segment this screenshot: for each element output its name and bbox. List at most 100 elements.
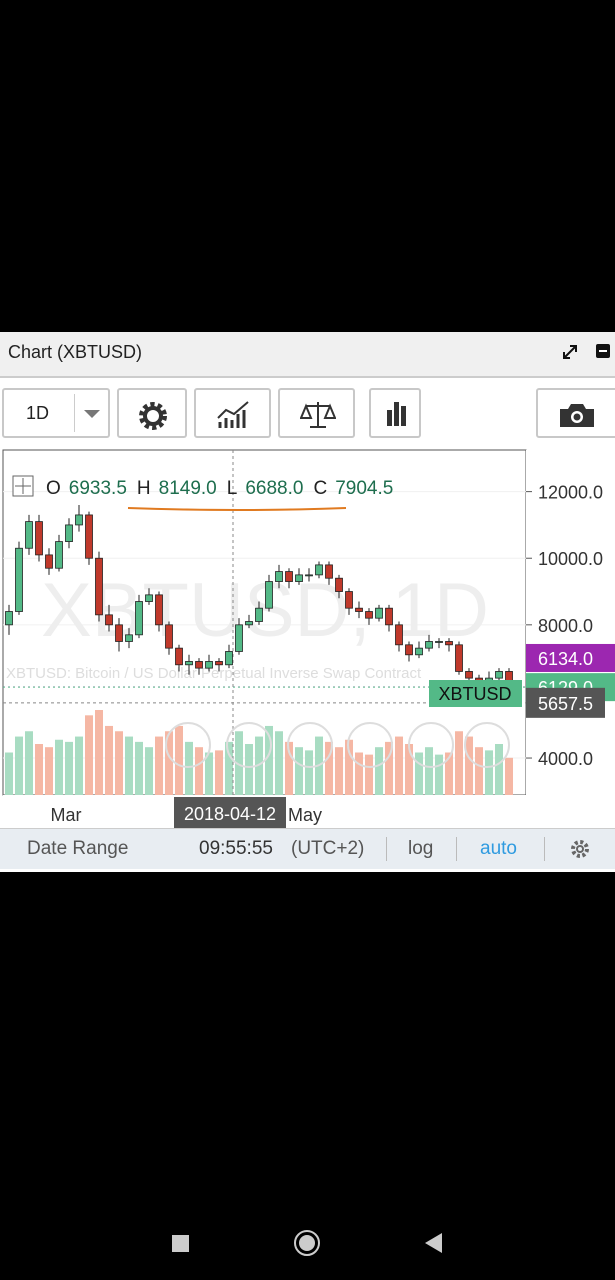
volume-bar — [415, 752, 423, 795]
compare-button[interactable] — [278, 388, 355, 438]
candle-body — [215, 661, 223, 666]
bars-icon — [387, 402, 406, 426]
date-range[interactable]: Date Range — [27, 838, 129, 859]
candle-body — [55, 541, 63, 569]
volume-bar — [155, 736, 163, 795]
scale-icon — [300, 402, 336, 428]
volume-bar — [5, 752, 13, 795]
candle-body — [425, 641, 433, 649]
candle-body — [315, 564, 323, 576]
candle-body — [25, 521, 33, 549]
x-tick-label: Mar — [51, 805, 82, 825]
candle-body — [155, 594, 163, 626]
candle-body — [455, 644, 463, 672]
candle-body — [65, 524, 73, 542]
chart-type-button[interactable] — [369, 388, 421, 438]
candle-body — [415, 647, 423, 656]
candle-body — [205, 661, 213, 669]
volume-bar — [165, 731, 173, 795]
title: Chart (XBTUSD) — [8, 342, 143, 362]
legend-key: C — [313, 478, 327, 499]
candle-body — [45, 554, 53, 569]
volume-bar — [95, 710, 103, 795]
price-label: 6134.0 — [538, 649, 593, 669]
candle-body — [165, 624, 173, 649]
indicator-icon — [217, 401, 249, 428]
price-label-box — [526, 643, 615, 672]
indicators-button[interactable] — [194, 388, 271, 438]
home-button[interactable] — [294, 1230, 320, 1256]
volume-bar — [45, 747, 53, 795]
zoom-controls[interactable] — [165, 722, 510, 768]
candle-body — [125, 634, 133, 642]
candle-body — [185, 661, 193, 666]
volume-bar — [255, 736, 263, 795]
volume-bar — [485, 750, 493, 795]
volume-bar — [115, 731, 123, 795]
header: Chart (XBTUSD) — [0, 332, 615, 378]
legend-key: O — [46, 478, 61, 499]
settings-icon[interactable] — [569, 838, 591, 860]
candle-body — [135, 601, 143, 636]
volume-bar — [275, 731, 283, 795]
volume-bar — [15, 736, 23, 795]
volume-bar — [475, 747, 483, 795]
candle-body — [195, 661, 203, 669]
volume-bar — [405, 744, 413, 795]
legend-value: 6933.5 — [69, 478, 127, 499]
candle-body — [235, 624, 243, 652]
candle-body — [15, 547, 23, 612]
watermark: XBTUSD, 1D — [41, 568, 489, 653]
candle-body — [395, 624, 403, 646]
legend-key: H — [137, 478, 151, 499]
candle-body — [255, 607, 263, 622]
bottom-bar: Date Range 09:55:55 (UTC+2) log auto — [0, 828, 615, 869]
crosshair-date: 2018-04-12 — [184, 804, 276, 824]
volume-bar — [385, 741, 393, 795]
legend-value: 6688.0 — [245, 478, 303, 499]
volume-bar — [135, 741, 143, 795]
time-axis — [3, 795, 615, 828]
ohlc-legend: O 6933.5 H 8149.0 L 6688.0 C 7904.5 — [46, 478, 393, 499]
volume-bar — [345, 739, 353, 795]
volume-bar — [205, 752, 213, 795]
candle-body — [105, 614, 113, 626]
volume-bar — [265, 725, 273, 795]
volume-bar — [195, 747, 203, 795]
recents-button[interactable] — [172, 1235, 189, 1252]
volume-bar — [235, 731, 243, 795]
volume-bar — [295, 747, 303, 795]
volume-bar — [245, 744, 253, 795]
candle-body — [495, 671, 503, 679]
clock: 09:55:55 — [199, 838, 273, 859]
watermark-subtitle: XBTUSD: Bitcoin / US Dollar Perpetual In… — [6, 665, 422, 682]
interval: 1D — [26, 403, 50, 423]
window-icons[interactable] — [560, 340, 610, 364]
volume-bar — [445, 752, 453, 795]
candle-body — [115, 624, 123, 642]
volume-bar — [285, 741, 293, 795]
screenshot-button[interactable] — [536, 388, 615, 438]
settings-button[interactable] — [117, 388, 187, 438]
legend-key: L — [227, 478, 238, 499]
back-button[interactable] — [425, 1233, 442, 1253]
log-toggle[interactable]: log — [408, 838, 434, 859]
x-tick-label: May — [288, 805, 322, 825]
volume-bar — [435, 754, 443, 795]
volume-bar — [145, 747, 153, 795]
crosshair-price-box — [526, 687, 605, 718]
auto-toggle[interactable]: auto — [480, 838, 517, 859]
legend-value: 7904.5 — [335, 478, 393, 499]
volume-bar — [75, 736, 83, 795]
candle-body — [85, 514, 93, 559]
volume-bar — [465, 736, 473, 795]
timezone[interactable]: (UTC+2) — [291, 838, 365, 859]
candle-body — [345, 591, 353, 609]
volume-bar — [105, 725, 113, 795]
volume-bar — [395, 736, 403, 795]
nav-bar — [172, 1230, 442, 1256]
annotation-underline — [127, 507, 347, 511]
interval-button[interactable]: 1D — [2, 388, 110, 438]
chart: XBTUSD, 1D XBTUSD: Bitcoin / US Dollar P… — [2, 449, 615, 828]
